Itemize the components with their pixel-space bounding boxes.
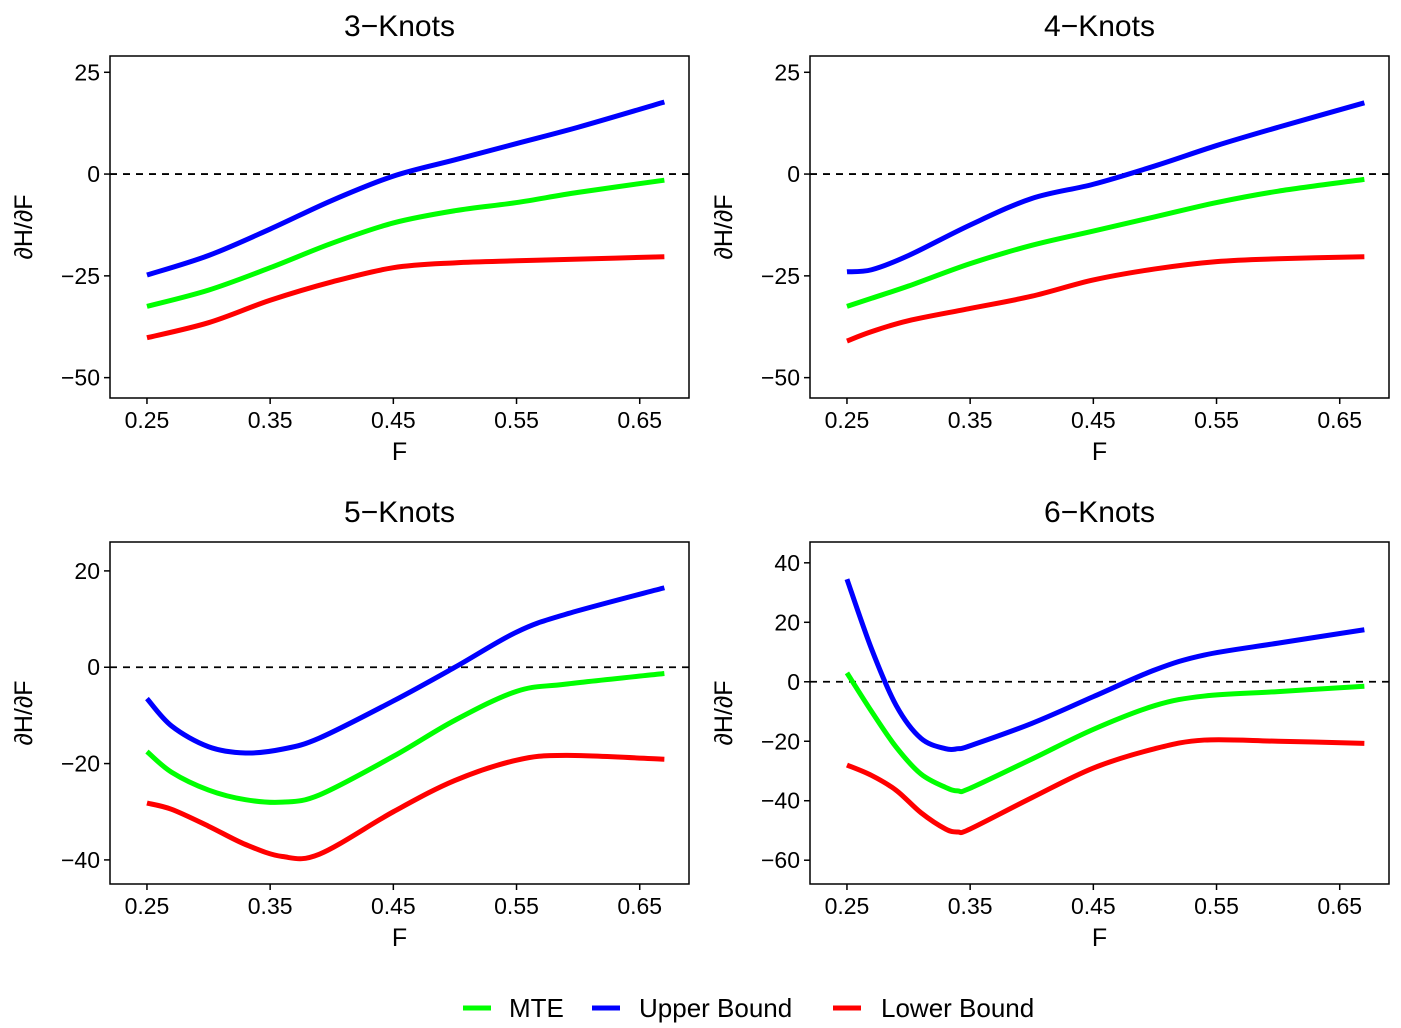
x-tick-label: 0.65 [1317, 407, 1362, 433]
series-line-upper-bound [146, 99, 666, 278]
series-line-lower-bound [846, 254, 1365, 344]
panel-3-knots: 3−Knots 0.25 0.35 0.45 0.55 0.65 25 0 −25 −50 F ∂H/… [10, 10, 690, 466]
legend-item-mte: MTE [463, 993, 564, 1023]
x-tick-label: 0.65 [617, 893, 662, 919]
x-tick-label: 0.45 [1071, 407, 1116, 433]
x-tick-label: 0.25 [825, 893, 870, 919]
plot-frame [809, 541, 1390, 885]
x-tick-label: 0.35 [248, 893, 293, 919]
x-tick-label: 0.45 [371, 893, 416, 919]
series-line-mte [846, 176, 1365, 309]
legend-item-lower-bound: Lower Bound [833, 993, 1034, 1023]
y-tick-label: 20 [74, 558, 100, 584]
x-axis-title: F [1092, 438, 1107, 466]
legend-label-upper-bound: Upper Bound [639, 993, 792, 1023]
y-tick-label: −60 [761, 847, 800, 873]
panel-6-knots: 6−Knots 0.25 0.35 0.45 0.55 0.65 40 20 0 −20 −40 −6… [710, 496, 1390, 952]
panel-title: 5−Knots [344, 496, 455, 529]
x-axis-title: F [392, 438, 407, 466]
x-axis-title: F [1092, 924, 1107, 952]
panel-title: 6−Knots [1044, 496, 1155, 529]
y-tick-label: −20 [61, 751, 100, 777]
series-line-upper-bound [846, 100, 1366, 275]
x-tick-label: 0.35 [948, 407, 993, 433]
y-axis-title: ∂H/∂F [710, 681, 738, 746]
x-tick-label: 0.65 [617, 407, 662, 433]
x-tick-label: 0.35 [248, 407, 293, 433]
plot-frame [109, 55, 690, 399]
x-tick-label: 0.45 [1071, 893, 1116, 919]
series-line-lower-bound [845, 737, 1365, 836]
y-tick-label: −50 [761, 365, 800, 391]
x-tick-label: 0.55 [494, 893, 539, 919]
series-line-mte [146, 177, 665, 309]
y-tick-label: 0 [87, 161, 100, 187]
plot-frame [109, 541, 690, 885]
plot-frame [809, 55, 1390, 399]
x-tick-label: 0.25 [125, 407, 170, 433]
series-line-upper-bound [145, 585, 666, 756]
x-tick-label: 0.55 [1194, 893, 1239, 919]
y-axis-title: ∂H/∂F [10, 681, 38, 746]
y-tick-label: 20 [774, 609, 800, 635]
legend-item-upper-bound: Upper Bound [592, 993, 792, 1023]
series-line-lower-bound [146, 752, 665, 862]
series-line-lower-bound [146, 254, 665, 341]
panels: 3−Knots 0.25 0.35 0.45 0.55 0.65 25 0 −25 −50 F ∂H/… [10, 10, 1390, 952]
x-axis-title: F [392, 924, 407, 952]
y-tick-label: 0 [87, 654, 100, 680]
y-tick-label: 0 [787, 161, 800, 187]
legend: MTE Upper Bound Lower Bound [463, 993, 1034, 1023]
y-axis-title: ∂H/∂F [710, 195, 738, 260]
legend-label-mte: MTE [509, 993, 564, 1023]
y-tick-label: −40 [61, 847, 100, 873]
x-tick-label: 0.45 [371, 407, 416, 433]
y-axis-title: ∂H/∂F [10, 195, 38, 260]
y-tick-label: −20 [761, 728, 800, 754]
x-tick-label: 0.25 [825, 407, 870, 433]
legend-label-lower-bound: Lower Bound [881, 993, 1034, 1023]
x-tick-label: 0.25 [125, 893, 170, 919]
y-tick-label: 0 [787, 669, 800, 695]
y-tick-label: −25 [61, 263, 100, 289]
x-tick-label: 0.65 [1317, 893, 1362, 919]
y-tick-label: −25 [761, 263, 800, 289]
panel-title: 4−Knots [1044, 10, 1155, 43]
panel-title: 3−Knots [344, 10, 455, 43]
y-tick-label: 40 [774, 550, 800, 576]
series-line-upper-bound [844, 578, 1365, 753]
panel-5-knots: 5−Knots 0.25 0.35 0.45 0.55 0.65 20 0 −20 −40 F ∂H/… [10, 496, 690, 952]
series-line-mte [844, 671, 1365, 795]
y-tick-label: −40 [761, 788, 800, 814]
y-tick-label: 25 [74, 59, 100, 85]
y-tick-label: −50 [61, 365, 100, 391]
x-tick-label: 0.35 [948, 893, 993, 919]
series-line-mte [145, 671, 665, 805]
panel-4-knots: 4−Knots 0.25 0.35 0.45 0.55 0.65 25 0 −25 −50 F ∂H/… [710, 10, 1390, 466]
x-tick-label: 0.55 [1194, 407, 1239, 433]
y-tick-label: 25 [774, 59, 800, 85]
x-tick-label: 0.55 [494, 407, 539, 433]
